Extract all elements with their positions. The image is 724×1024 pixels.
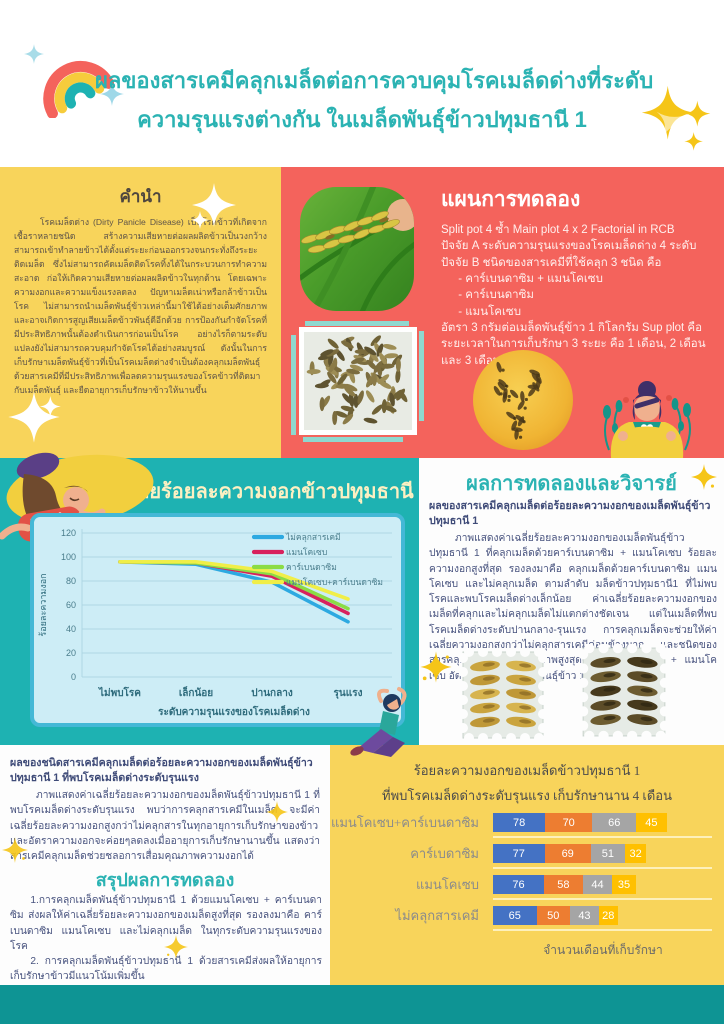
top-content-row: คำนำ โรคเมล็ดด่าง (Dirty Panicle Disease… bbox=[0, 167, 724, 458]
middle-content-row: ค่าเฉลี่ยร้อยละความงอกข้าวปทุมธานี 1 020… bbox=[0, 452, 724, 757]
introduction-body: โรคเมล็ดด่าง (Dirty Panicle Disease) เป็… bbox=[14, 217, 267, 395]
bar-segment: 32 bbox=[624, 844, 647, 863]
poster-title-line2: ความรุนแรงต่างกัน ในเมล็ดพันธุ์ข้าวปทุมธ… bbox=[137, 106, 587, 132]
woman-crossed-arms-illustration bbox=[603, 381, 691, 458]
results-section: ผลการทดลองและวิจารย์ ผลของสารเคมีคลุกเมล… bbox=[419, 458, 724, 745]
poster-title-line1: ผลของสารเคมีคลุกเมล็ดต่อการควบคุมโรคเมล็… bbox=[95, 68, 654, 93]
bar-segment: 45 bbox=[636, 813, 667, 832]
bar-row-label: แมนโคเซบ+คาร์เบนดาซิม bbox=[330, 815, 479, 830]
footer-band bbox=[0, 985, 724, 1024]
germination-chart-heading-text: ค่าเฉลี่ยร้อยละความงอกข้าวปทุมธานี bbox=[92, 481, 420, 503]
bar-segment: 44 bbox=[582, 875, 613, 894]
bar-row: ไม่คลุกสารเคมี 65 50 43 28 bbox=[330, 900, 724, 931]
bottom-content-row: ผลของชนิดสารเคมีคลุกเมล็ดต่อร้อยละความงอ… bbox=[0, 745, 724, 985]
bar-row-label: แมนโคเซบ bbox=[415, 877, 479, 892]
bar-segment: 51 bbox=[590, 844, 625, 863]
svg-text:เล็กน้อย: เล็กน้อย bbox=[179, 685, 213, 699]
header: ผลของสารเคมีคลุกเมล็ดต่อการควบคุมโรคเมล็… bbox=[0, 0, 724, 167]
results-subtitle: ผลของสารเคมีคลุกเมล็ดต่อร้อยละความงอกของ… bbox=[429, 500, 711, 528]
svg-text:รุนแรง: รุนแรง bbox=[334, 688, 363, 699]
bar-segment: 50 bbox=[536, 906, 571, 925]
severe-results-subtitle: ผลของชนิดสารเคมีคลุกเมล็ดต่อร้อยละความงอ… bbox=[10, 757, 313, 785]
bar-segment: 78 bbox=[493, 813, 546, 832]
summary-body: 1.การคลุกเมล็ดพันธุ์ข้าวปทุมธานี 1 ด้วยแ… bbox=[10, 895, 322, 983]
germination-chart-section: ค่าเฉลี่ยร้อยละความงอกข้าวปทุมธานี 1 020… bbox=[0, 452, 435, 757]
diseased-seed-stamp bbox=[579, 644, 669, 740]
rice-panicle-photo bbox=[300, 187, 414, 311]
bar-chart-title: ร้อยละความงอกของเมล็ดข้าวปทุมธานี 1 ที่พ… bbox=[330, 758, 724, 809]
svg-text:ร้อยละความงอก: ร้อยละความงอก bbox=[38, 573, 48, 636]
rice-seeds-photo bbox=[291, 321, 424, 442]
bar-segment: 43 bbox=[570, 906, 599, 925]
stacked-bar-chart: แมนโคเซบ+คาร์เบนดาซิม 78 70 66 45 คาร์เบดาซิม… bbox=[330, 807, 724, 931]
bar-segment: 65 bbox=[493, 906, 537, 925]
bar-row: คาร์เบดาซิม 77 69 51 32 bbox=[330, 838, 724, 869]
gold-sparkle-icon bbox=[164, 935, 188, 959]
svg-text:ปานกลาง: ปานกลาง bbox=[251, 687, 293, 699]
bar-segment: 76 bbox=[493, 875, 544, 894]
gold-sparkle-icon bbox=[641, 85, 711, 151]
bar-chart-title-line1: ร้อยละความงอกของเมล็ดข้าวปทุมธานี 1 bbox=[413, 763, 641, 778]
svg-text:0: 0 bbox=[71, 672, 76, 682]
introduction-heading: คำนำ bbox=[119, 187, 162, 206]
bar-row: แมนโคเซบ 76 58 44 35 bbox=[330, 869, 724, 900]
bar-segment: 77 bbox=[493, 844, 545, 863]
white-sparkle-icon bbox=[8, 391, 61, 443]
svg-text:แมนโคเซบ: แมนโคเซบ bbox=[286, 547, 327, 557]
svg-text:ระดับความรุนแรงของโรคเมล็ดด่าง: ระดับความรุนแรงของโรคเมล็ดด่าง bbox=[158, 704, 310, 718]
experimental-plan-heading: แผนการทดลอง bbox=[441, 188, 581, 211]
svg-text:120: 120 bbox=[61, 528, 76, 538]
poster-title: ผลของสารเคมีคลุกเมล็ดต่อการควบคุมโรคเมล็… bbox=[95, 62, 654, 139]
svg-text:60: 60 bbox=[66, 600, 76, 610]
bar-track: 65 50 43 28 bbox=[493, 906, 618, 925]
healthy-seed-stamp bbox=[459, 648, 547, 742]
bar-track: 78 70 66 45 bbox=[493, 813, 667, 832]
bar-segment: 28 bbox=[598, 906, 618, 925]
bar-segment: 69 bbox=[544, 844, 591, 863]
blue-star-icon bbox=[100, 82, 124, 106]
severe-results-section: ผลของชนิดสารเคมีคลุกเมล็ดต่อร้อยละความงอ… bbox=[0, 745, 330, 985]
bar-row-label: คาร์เบดาซิม bbox=[410, 846, 479, 861]
summary-heading: สรุปผลการทดลอง bbox=[95, 870, 235, 890]
introduction-section: คำนำ โรคเมล็ดด่าง (Dirty Panicle Disease… bbox=[0, 167, 281, 458]
bar-segment: 66 bbox=[592, 813, 637, 832]
bar-track: 76 58 44 35 bbox=[493, 875, 636, 894]
experimental-plan-body: Split pot 4 ซ้ำ Main plot 4 x 2 Factoria… bbox=[441, 224, 706, 367]
results-heading: ผลการทดลองและวิจารย์ bbox=[466, 473, 677, 495]
bar-segment: 35 bbox=[612, 875, 636, 894]
experimental-plan-section: แผนการทดลอง Split pot 4 ซ้ำ Main plot 4 … bbox=[281, 167, 724, 458]
severe-results-body: ภาพแสดงค่าเฉลี่ยร้อยละความงอกของมล็ดพันธ… bbox=[10, 790, 320, 863]
fungus-microscope-photo bbox=[473, 350, 573, 450]
svg-text:80: 80 bbox=[66, 576, 76, 586]
svg-text:แมนโคเซบ+คาร์เบนดาซิม: แมนโคเซบ+คาร์เบนดาซิม bbox=[286, 577, 383, 587]
svg-text:ไม่คลุกสารเคมี: ไม่คลุกสารเคมี bbox=[285, 532, 341, 543]
germination-line-chart: 0 20 40 60 80 100 120 ไม่พบโรค เล็กน้อย ปานกลาง รุ… bbox=[30, 513, 405, 727]
experimental-plan-text: แผนการทดลอง Split pot 4 ซ้ำ Main plot 4 … bbox=[441, 183, 717, 369]
blue-star-icon bbox=[24, 44, 44, 64]
gold-sparkle-icon bbox=[420, 651, 452, 683]
svg-text:100: 100 bbox=[61, 552, 76, 562]
bar-chart-xlabel: จำนวนเดือนที่เก็บรักษา bbox=[543, 943, 663, 957]
gold-sparkle-icon bbox=[266, 801, 288, 823]
bar-row: แมนโคเซบ+คาร์เบนดาซิม 78 70 66 45 bbox=[330, 807, 724, 838]
bar-track: 77 69 51 32 bbox=[493, 844, 647, 863]
storage-bar-chart-section: ร้อยละความงอกของเมล็ดข้าวปทุมธานี 1 ที่พ… bbox=[330, 745, 724, 985]
bar-row-label: ไม่คลุกสารเคมี bbox=[395, 908, 479, 923]
bar-segment: 70 bbox=[545, 813, 593, 832]
gold-sparkle-icon bbox=[2, 837, 28, 863]
sitting-person-illustration bbox=[350, 687, 407, 757]
rainbow-icon bbox=[43, 61, 114, 118]
bar-segment: 58 bbox=[543, 875, 583, 894]
svg-text:ไม่พบโรค: ไม่พบโรค bbox=[98, 686, 141, 699]
white-sparkle-icon bbox=[191, 183, 236, 229]
svg-text:20: 20 bbox=[66, 648, 76, 658]
line-chart-canvas: 0 20 40 60 80 100 120 ไม่พบโรค เล็กน้อย ปานกลาง รุ… bbox=[38, 528, 392, 718]
svg-text:คาร์เบนดาซิม: คาร์เบนดาซิม bbox=[286, 562, 337, 572]
gold-sparkle-icon bbox=[691, 464, 717, 490]
bar-chart-title-line2: ที่พบโรคเมล็ดด่างระดับรุนแรง เก็บรักษานา… bbox=[382, 788, 672, 804]
svg-text:40: 40 bbox=[66, 624, 76, 634]
